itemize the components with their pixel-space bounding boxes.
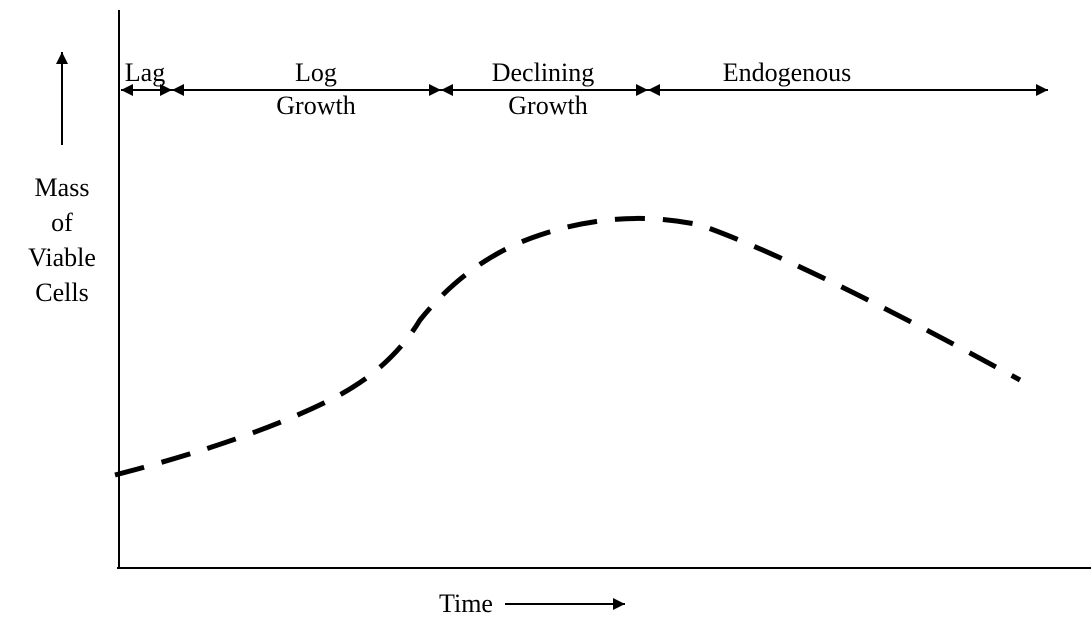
y-axis-label: Cells [35,278,88,307]
y-axis-label: Mass [35,173,90,202]
y-axis-label: Viable [28,243,96,272]
phase-label: Growth [508,91,587,120]
phase-label: Log [295,58,337,87]
phase-label: Declining [492,58,595,87]
phase-label: Endogenous [723,58,852,87]
x-axis-label: Time [439,589,493,618]
phase-label: Growth [276,91,355,120]
growth-curve [114,215,1022,478]
y-axis-label: of [51,208,73,237]
phase-label: Lag [125,58,165,87]
